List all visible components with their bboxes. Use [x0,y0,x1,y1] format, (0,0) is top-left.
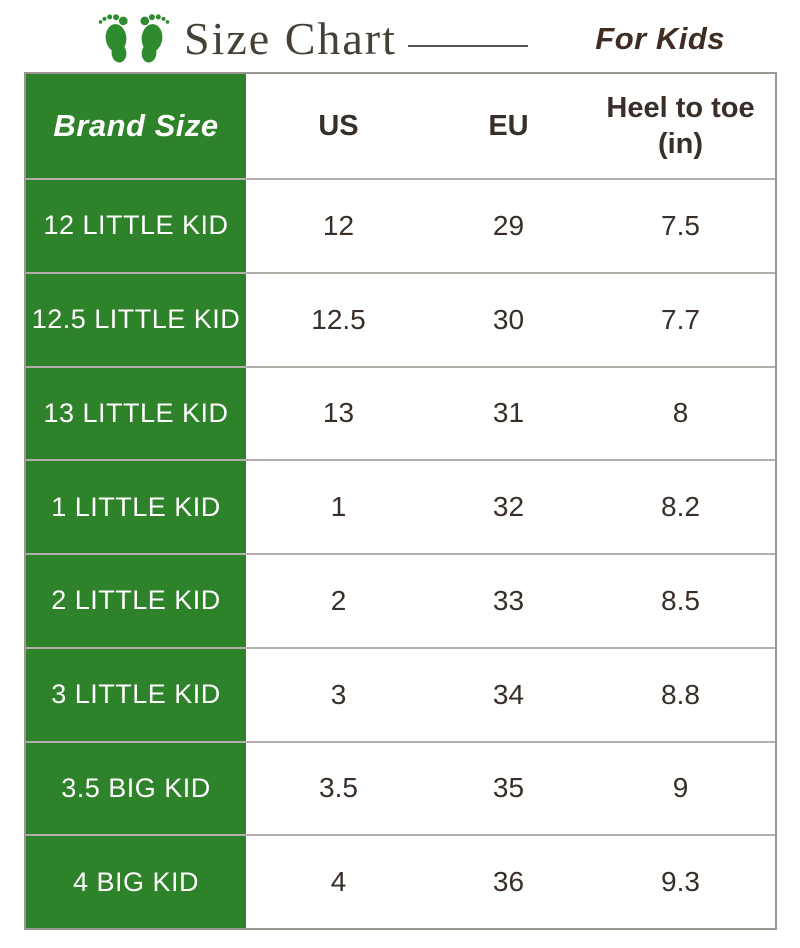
eu-size-cell: 29 [492,209,525,241]
column-header-brand-size: Brand Size [26,74,246,178]
us-size-cell: 4 [330,866,347,898]
table-row: 2 LITTLE KID 2 33 8.5 [26,553,775,647]
brand-size-cell: 3.5 BIG KID [26,742,246,835]
table-header-row: Brand Size US EU Heel to toe (in) [26,74,775,178]
us-size-cell: 1 [330,491,347,523]
table-row: 13 LITTLE KID 13 31 8 [26,365,775,460]
eu-size-cell: 35 [492,772,525,804]
us-size-cell: 3.5 [319,772,358,804]
us-size-cell: 2 [330,584,347,616]
audience-label: For Kids [595,21,725,56]
page-title: Size Chart [184,13,397,64]
brand-size-cell: 2 LITTLE KID [26,555,246,647]
us-size-cell: 12.5 [311,303,366,335]
heel-to-toe-cell: 9 [672,772,689,804]
heel-to-toe-cell: 7.7 [661,303,700,335]
heel-to-toe-cell: 7.5 [661,209,700,241]
column-header-us: US [318,109,359,142]
heel-to-toe-cell: 8.5 [661,584,700,616]
eu-size-cell: 33 [492,584,525,616]
us-size-cell: 13 [322,397,355,429]
heel-to-toe-cell: 8.8 [661,678,700,710]
heel-to-toe-label: Heel to toe (in) [606,91,755,160]
eu-size-cell: 32 [492,491,525,523]
eu-size-cell: 31 [492,397,525,429]
table-row: 4 BIG KID 4 36 9.3 [26,834,775,928]
baby-footprints-icon [98,8,170,68]
eu-size-cell: 30 [492,303,525,335]
heel-to-toe-cell: 8 [672,397,689,429]
brand-size-cell: 12.5 LITTLE KID [26,273,246,366]
brand-size-cell: 13 LITTLE KID [26,367,246,460]
eu-size-cell: 34 [492,678,525,710]
table-row: 12.5 LITTLE KID 12.5 30 7.7 [26,271,775,366]
table-row: 12 LITTLE KID 12 29 7.5 [26,178,775,272]
table-body: 12 LITTLE KID 12 29 7.5 12.5 LITTLE KID … [26,178,775,928]
column-header-eu: EU [488,109,529,142]
us-size-cell: 12 [322,209,355,241]
heel-to-toe-cell: 8.2 [661,491,700,523]
page-header: Size Chart For Kids [0,0,800,72]
brand-size-cell: 1 LITTLE KID [26,461,246,553]
eu-size-cell: 36 [492,866,525,898]
brand-size-cell: 12 LITTLE KID [26,180,246,272]
us-size-cell: 3 [330,678,347,710]
table-row: 3 LITTLE KID 3 34 8.8 [26,646,775,741]
size-chart-table: Brand Size US EU Heel to toe (in) 12 LIT… [24,72,777,930]
brand-size-cell: 4 BIG KID [26,836,246,928]
heel-to-toe-cell: 9.3 [661,866,700,898]
brand-size-cell: 3 LITTLE KID [26,648,246,741]
title-divider-line [408,45,528,47]
column-header-heel-to-toe: Heel to toe (in) [586,74,775,178]
table-row: 3.5 BIG KID 3.5 35 9 [26,740,775,835]
table-row: 1 LITTLE KID 1 32 8.2 [26,459,775,553]
